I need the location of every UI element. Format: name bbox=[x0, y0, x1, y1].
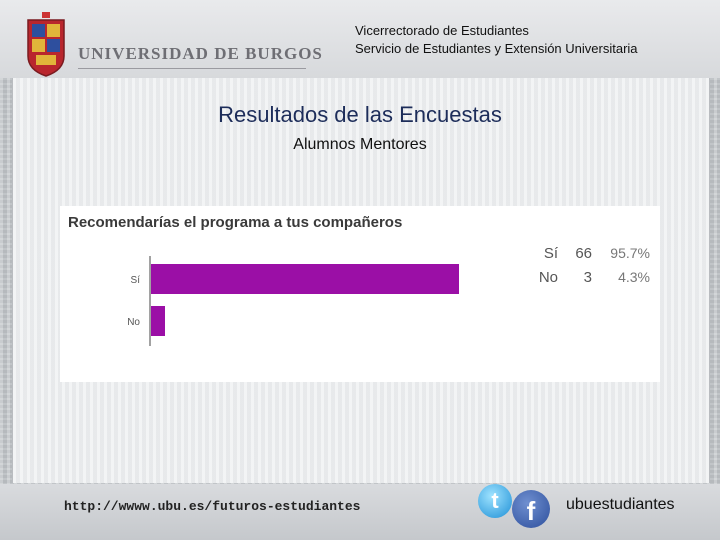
header-line-1: Vicerrectorado de Estudiantes bbox=[355, 23, 529, 38]
legend-count-1: 3 bbox=[584, 269, 592, 286]
bar-chart: Sí No Sí 66 95.7% No 3 4.3% bbox=[127, 245, 650, 346]
legend-percent-0: 95.7% bbox=[610, 245, 650, 261]
legend-count-0: 66 bbox=[575, 245, 592, 262]
legend-percent-1: 4.3% bbox=[618, 269, 650, 285]
bar-1 bbox=[151, 306, 165, 336]
header-line-2: Servicio de Estudiantes y Extensión Univ… bbox=[355, 41, 638, 56]
university-crest-logo bbox=[27, 12, 65, 77]
header-band bbox=[0, 0, 720, 78]
chart-container: Recomendarías el programa a tus compañer… bbox=[60, 206, 660, 382]
legend-label-1: No bbox=[539, 269, 558, 286]
twitter-icon[interactable]: t bbox=[478, 484, 512, 518]
category-label-1: No bbox=[127, 317, 140, 328]
university-underline bbox=[78, 68, 306, 69]
category-label-0: Sí bbox=[131, 275, 141, 286]
chart-title: Recomendarías el programa a tus compañer… bbox=[68, 214, 403, 231]
footer-handle: ubuestudiantes bbox=[566, 496, 675, 513]
bar-0 bbox=[151, 264, 459, 294]
slide-subtitle: Alumnos Mentores bbox=[293, 136, 427, 153]
legend-label-0: Sí bbox=[544, 245, 559, 262]
footer-url-link[interactable]: http://wwww.ubu.es/futuros-estudiantes bbox=[64, 499, 361, 514]
facebook-icon[interactable]: f bbox=[512, 490, 550, 528]
slide-title: Resultados de las Encuestas bbox=[218, 102, 502, 127]
footer-band bbox=[0, 484, 720, 540]
header-text: Vicerrectorado de Estudiantes Servicio d… bbox=[355, 22, 638, 58]
university-name: UNIVERSIDAD DE BURGOS bbox=[78, 44, 323, 63]
